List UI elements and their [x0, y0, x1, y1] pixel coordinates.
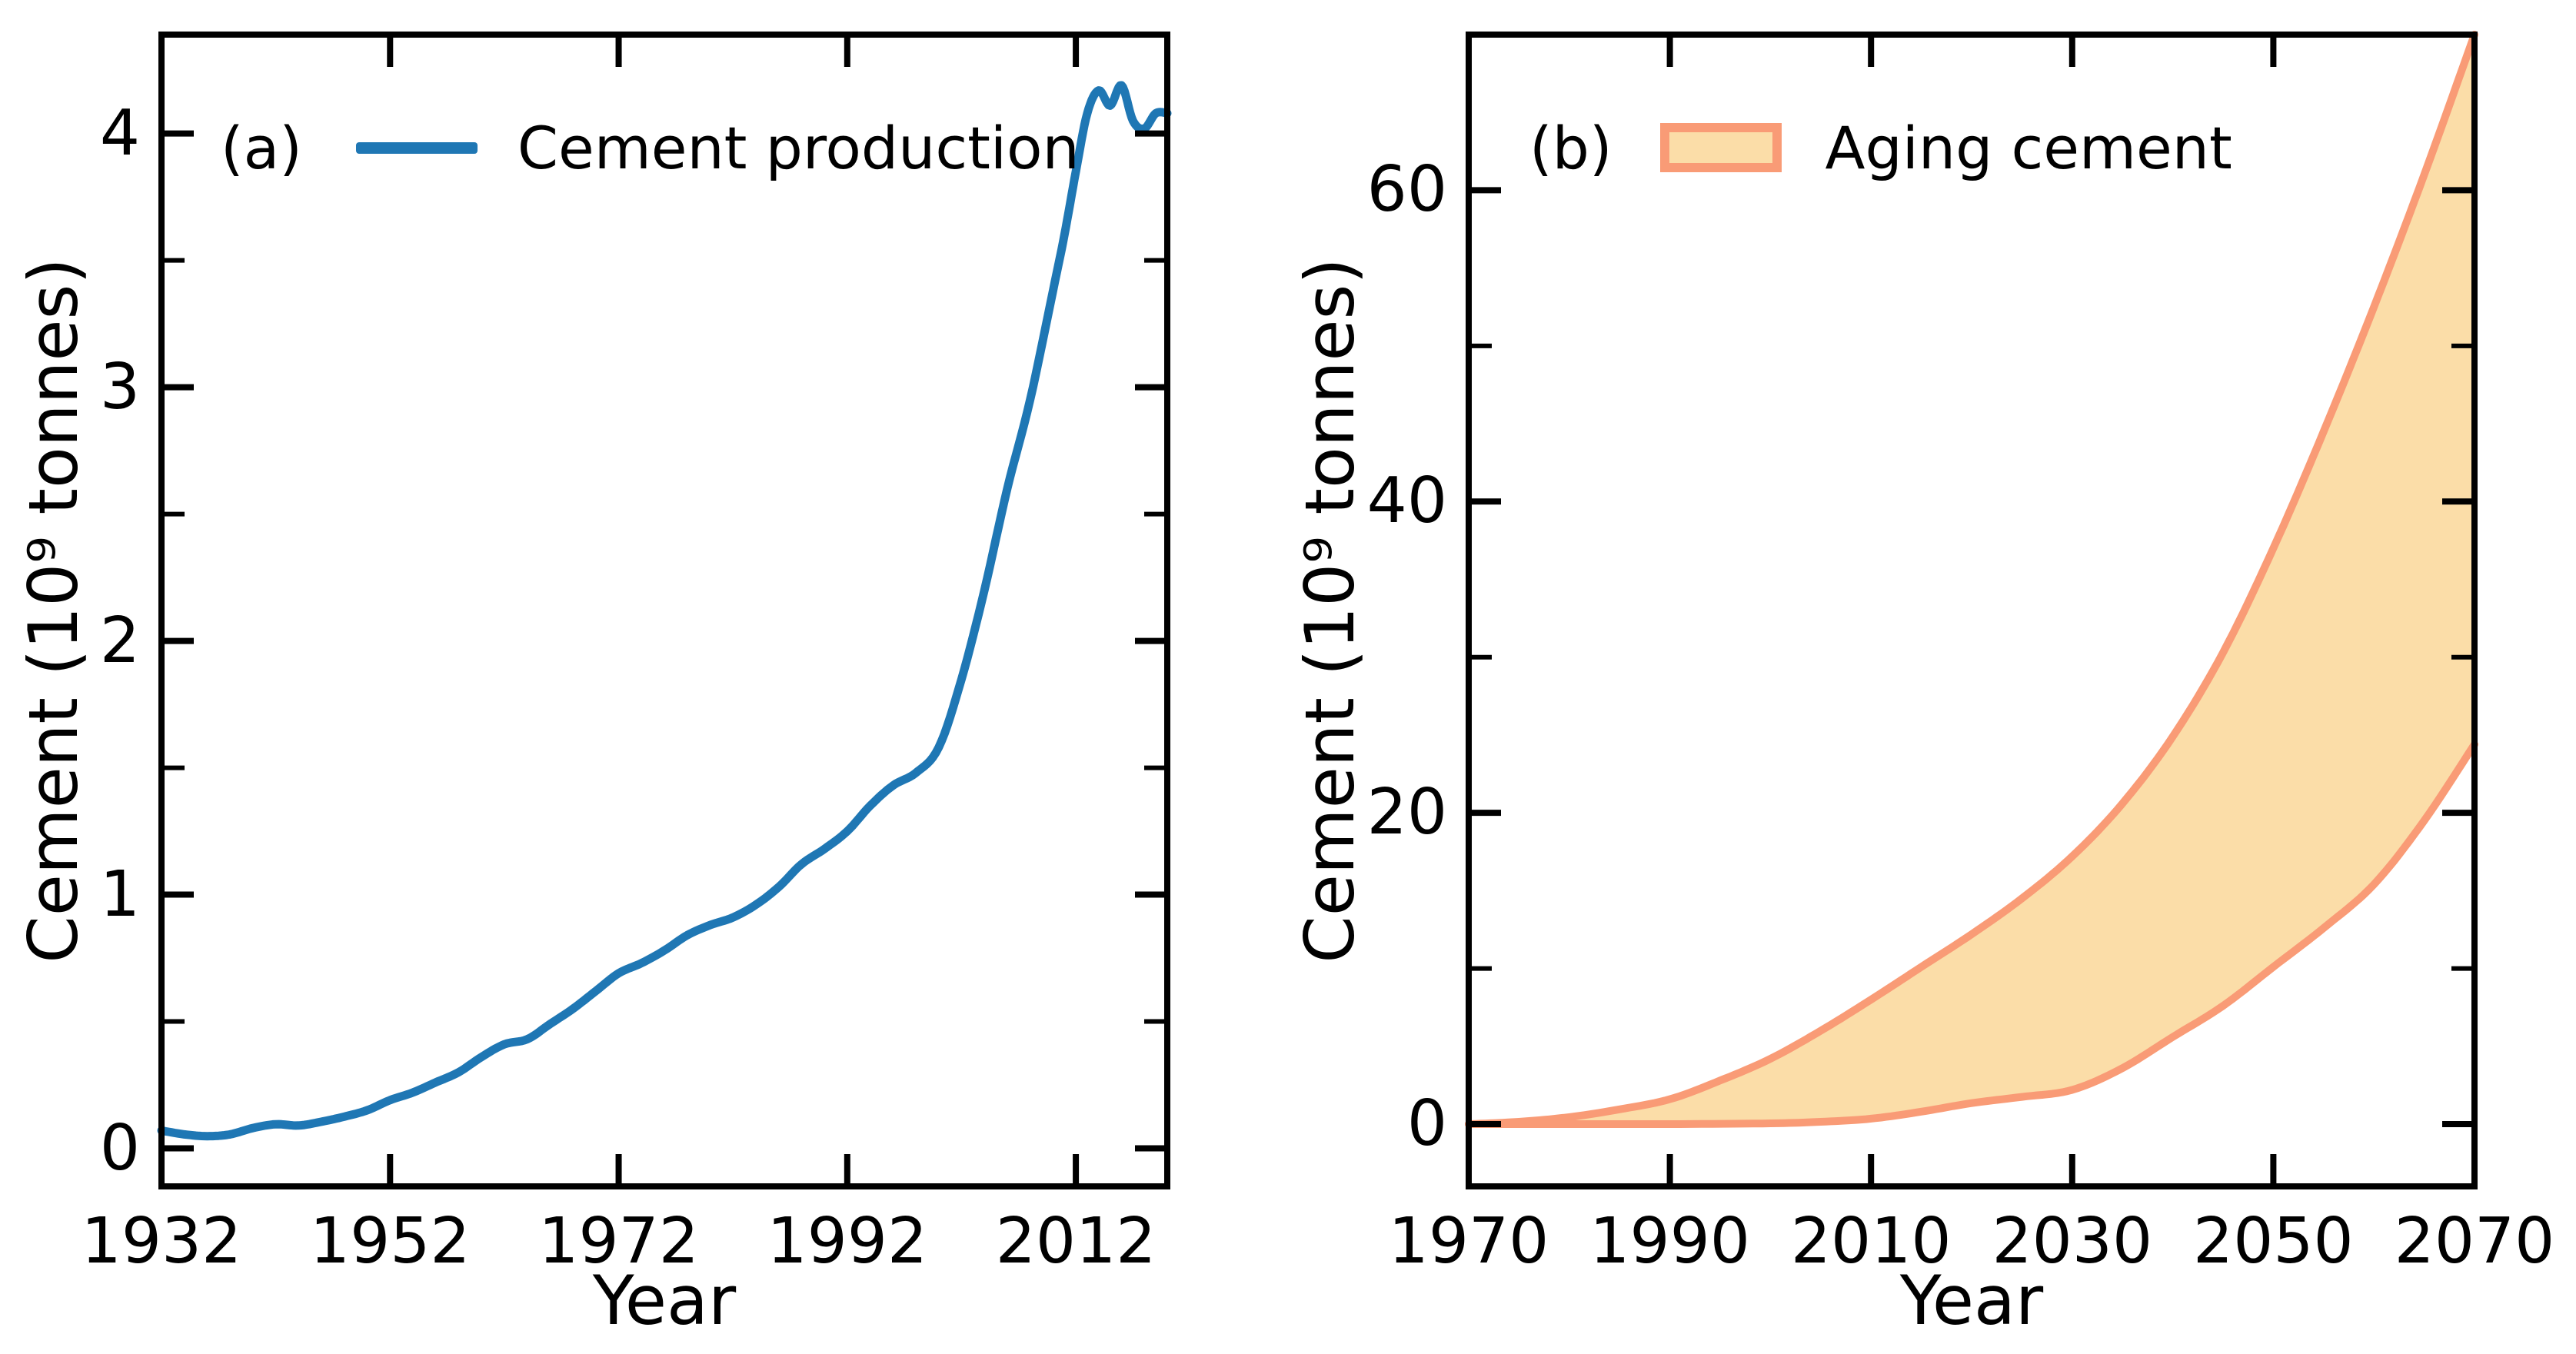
panel-b-xtick-2030: 2030	[1992, 1205, 2153, 1278]
aging-cement-band	[1469, 35, 2474, 1124]
panel-b-xtick-2050: 2050	[2193, 1205, 2354, 1278]
panel-b-letter: (b)	[1529, 113, 1612, 182]
panel-a-ytick-2: 2	[99, 604, 140, 677]
panel-b-ytick-20: 20	[1366, 776, 1447, 850]
panel-b-plot	[1465, 31, 2478, 1189]
panel-a-ytick-3: 3	[99, 350, 140, 424]
panel-b-spines	[1466, 32, 2478, 1189]
panel-b-xtick-1970: 1970	[1388, 1205, 1549, 1278]
panel-b-xtick-2010: 2010	[1790, 1205, 1952, 1278]
legend-label-cement-production: Cement production	[517, 113, 1080, 182]
aging-cement-lower-edge	[1465, 740, 2478, 1128]
panel-a-plot	[157, 32, 1172, 1189]
panel-a-spines	[158, 32, 1170, 1189]
panel-a-letter: (a)	[221, 113, 302, 182]
aging-cement-upper-edge	[1465, 31, 2478, 1128]
ylabel-panel-b: Cement (10⁹ tonnes)	[1290, 258, 1370, 963]
panel-b-ytick-40: 40	[1366, 464, 1447, 538]
xlabel-panel-a: Year	[592, 1261, 737, 1340]
panel-a-xtick-1972: 1972	[538, 1205, 699, 1278]
panel-a-xtick-1932: 1932	[81, 1205, 242, 1278]
panel-b-ytick-60: 60	[1366, 153, 1447, 227]
panel-a-ytick-0: 0	[99, 1111, 140, 1185]
panel-a-xtick-1992: 1992	[767, 1205, 928, 1278]
aging-cement-patch-swatch	[1659, 123, 1782, 172]
panel-a-ytick-1: 1	[99, 857, 140, 931]
panel-a-xtick-1952: 1952	[309, 1205, 471, 1278]
legend-label-aging-cement: Aging cement	[1825, 113, 2232, 182]
cement-production-line	[157, 81, 1172, 1141]
xlabel-panel-b: Year	[1899, 1261, 2044, 1340]
legend-panel-b: (b) Aging cement	[1529, 105, 2232, 190]
panel-b-ytick-0: 0	[1406, 1087, 1447, 1161]
panel-b-xtick-2070: 2070	[2394, 1205, 2555, 1278]
panel-a-xtick-2012: 2012	[995, 1205, 1157, 1278]
panel-a-ytick-4: 4	[99, 96, 140, 170]
legend-panel-a: (a) Cement production	[221, 105, 1080, 190]
production-line-swatch	[355, 141, 478, 154]
panel-b-xtick-1990: 1990	[1589, 1205, 1750, 1278]
